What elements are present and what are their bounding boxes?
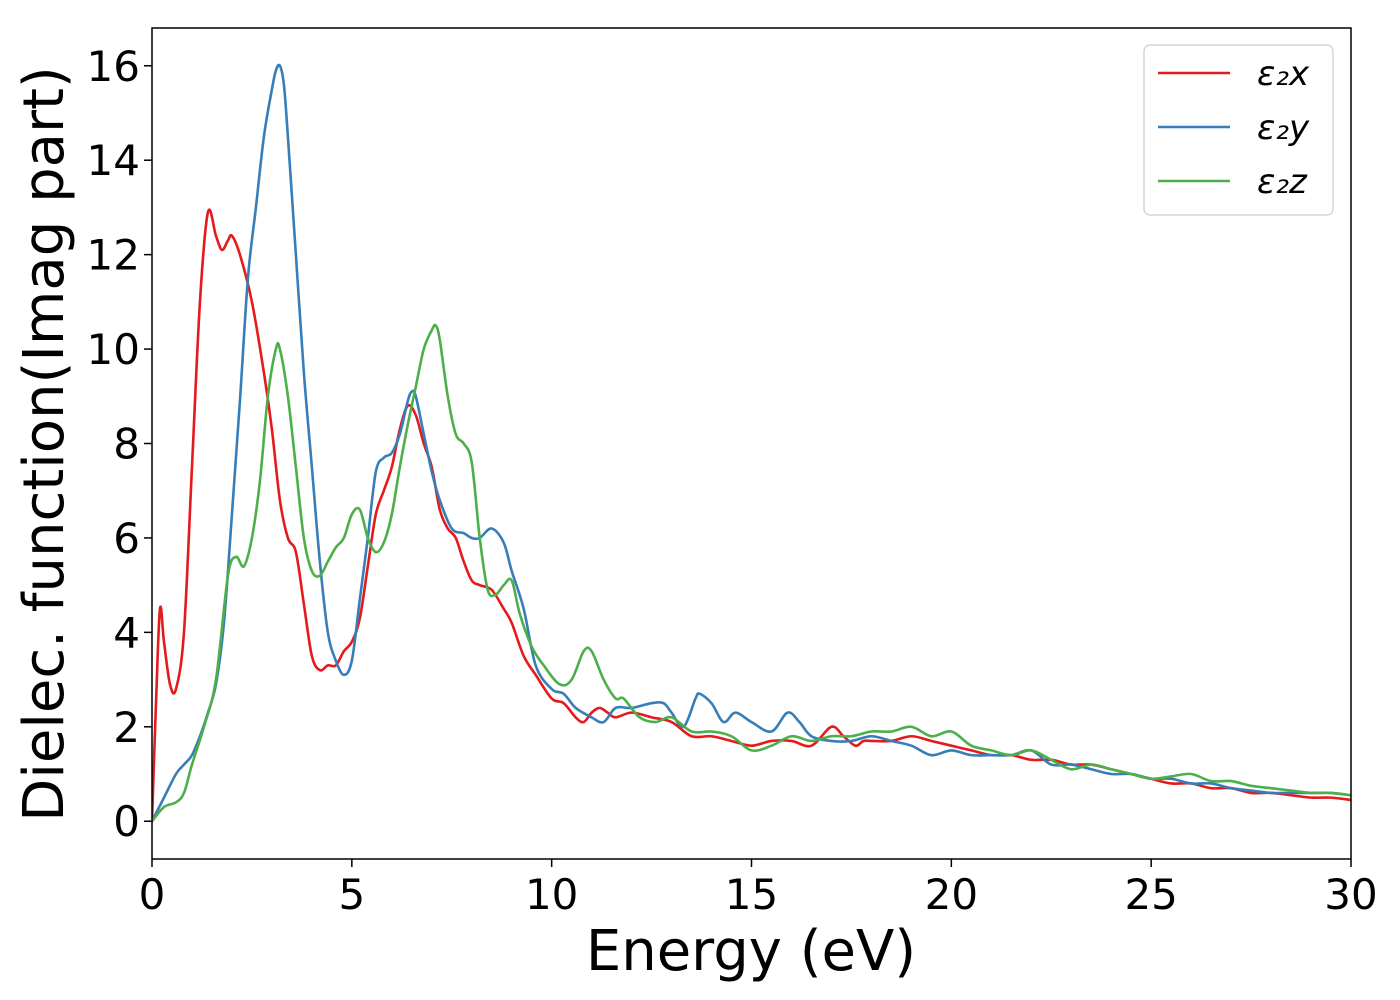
x-tick-label: 30	[1324, 870, 1377, 919]
y-tick-label: 14	[87, 136, 140, 185]
y-tick-label: 10	[87, 325, 140, 374]
x-axis-ticks: 0 5 10 15 20 25 30	[139, 859, 1378, 919]
series-eps2z-line	[152, 323, 1351, 823]
legend-label-series-eps2y: ε₂y	[1257, 108, 1310, 148]
series-eps2x-line	[152, 208, 1351, 823]
y-axis-ticks: 0 2 4 6 8 10 12 14 16	[87, 42, 152, 846]
x-tick-label: 15	[725, 870, 778, 919]
x-tick-label: 5	[338, 870, 365, 919]
y-tick-label: 16	[87, 42, 140, 91]
legend-box	[1143, 44, 1334, 216]
y-tick-label: 2	[113, 703, 140, 752]
legend: ε₂x ε₂y ε₂z	[1143, 44, 1334, 216]
legend-label-series-eps2z: ε₂z	[1257, 162, 1308, 202]
y-axis-label: Dielec. function(Imag part)	[12, 66, 77, 822]
legend-label-series-eps2x: ε₂x	[1257, 54, 1310, 94]
x-tick-label: 0	[139, 870, 166, 919]
y-tick-label: 4	[113, 608, 140, 657]
x-axis-label: Energy (eV)	[586, 919, 916, 984]
y-tick-label: 8	[113, 420, 140, 469]
x-tick-label: 25	[1124, 870, 1177, 919]
x-tick-label: 20	[925, 870, 978, 919]
y-tick-label: 0	[113, 797, 140, 846]
y-tick-label: 12	[87, 231, 140, 280]
y-tick-label: 6	[113, 514, 140, 563]
x-tick-label: 10	[525, 870, 578, 919]
series-group	[152, 63, 1351, 823]
